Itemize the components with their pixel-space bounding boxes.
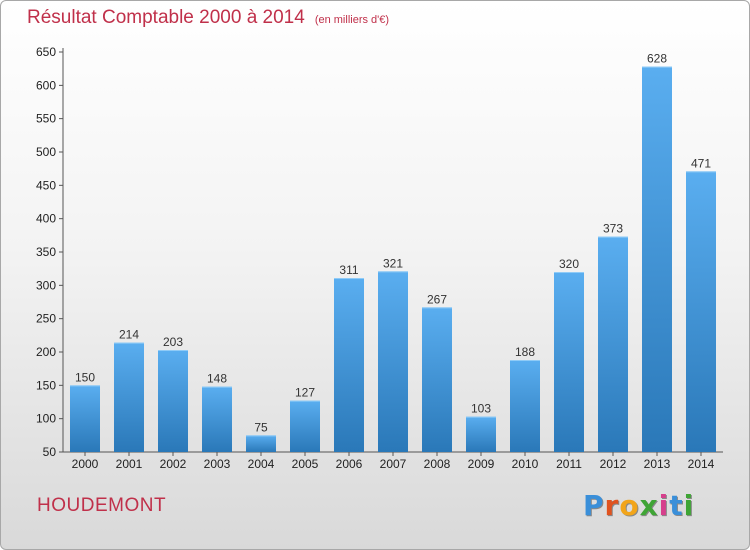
bar — [466, 416, 496, 452]
data-label: 471 — [691, 156, 711, 170]
y-tick-label: 150 — [36, 378, 56, 392]
y-tick-label: 600 — [36, 78, 56, 92]
commune-name: HOUDEMONT — [37, 495, 167, 516]
bar — [510, 360, 540, 452]
x-tick-label: 2007 — [380, 457, 407, 471]
x-tick-label: 2008 — [424, 457, 451, 471]
y-tick-label: 100 — [36, 412, 56, 426]
bar — [202, 386, 232, 452]
bar — [158, 350, 188, 452]
x-tick-label: 2014 — [688, 457, 715, 471]
data-label: 267 — [427, 292, 447, 306]
data-label: 188 — [515, 345, 535, 359]
bar — [70, 385, 100, 452]
data-label: 148 — [207, 372, 227, 386]
logo-letter: r — [604, 489, 620, 522]
x-tick-label: 2013 — [644, 457, 671, 471]
x-tick-label: 2004 — [248, 457, 275, 471]
x-tick-label: 2005 — [292, 457, 319, 471]
bar — [334, 278, 364, 452]
data-label: 127 — [295, 386, 315, 400]
y-tick-label: 350 — [36, 245, 56, 259]
labels: 150 2000 214 2001 203 2002 148 2003 75 2004 127 200… — [72, 52, 715, 471]
bar — [686, 171, 716, 453]
logo-letter: P — [583, 489, 605, 522]
data-label: 75 — [254, 420, 268, 434]
bar — [378, 271, 408, 452]
logo-letter: o — [619, 489, 640, 522]
x-tick-label: 2000 — [72, 457, 99, 471]
proxiti-logo: Proxiti — [583, 489, 694, 522]
bar — [598, 236, 628, 452]
logo-letter: i — [658, 489, 670, 522]
chart-title: Résultat Comptable 2000 à 2014 (en millie… — [27, 7, 389, 29]
data-label: 203 — [163, 335, 183, 349]
bar — [642, 66, 672, 453]
bar — [554, 272, 584, 452]
data-label: 311 — [339, 263, 358, 277]
y-tick-label: 500 — [36, 145, 56, 159]
y-tick-label: 200 — [36, 345, 56, 359]
x-tick-label: 2009 — [468, 457, 495, 471]
bar — [290, 400, 320, 452]
chart-subtitle: (en milliers d'€) — [314, 14, 390, 26]
x-tick-label: 2010 — [512, 457, 539, 471]
bars — [70, 66, 716, 453]
bar — [114, 342, 144, 452]
data-label: 103 — [471, 402, 491, 416]
y-tick-label: 250 — [36, 312, 56, 326]
logo-letter: t — [669, 489, 684, 522]
data-label: 320 — [559, 257, 579, 271]
x-tick-label: 2002 — [160, 457, 187, 471]
y-tick-label: 550 — [36, 112, 56, 126]
y-tick-label: 400 — [36, 212, 56, 226]
x-tick-label: 2001 — [116, 457, 143, 471]
data-label: 150 — [75, 370, 95, 384]
x-tick-label: 2011 — [556, 457, 582, 471]
x-tick-label: 2006 — [336, 457, 363, 471]
logo-letter: x — [639, 489, 659, 522]
y-tick-label: 650 — [36, 45, 56, 59]
y-tick-label: 50 — [43, 445, 57, 459]
data-label: 214 — [119, 328, 139, 342]
y-tick-label: 300 — [36, 278, 56, 292]
bar — [422, 307, 452, 452]
bar — [246, 435, 276, 452]
data-label: 321 — [383, 256, 403, 270]
logo-letter: i — [683, 489, 695, 522]
y-tick-label: 450 — [36, 178, 56, 192]
x-tick-label: 2003 — [204, 457, 231, 471]
data-label: 373 — [603, 222, 623, 236]
chart-title-text: Résultat Comptable 2000 à 2014 — [27, 7, 305, 28]
x-tick-label: 2012 — [600, 457, 627, 471]
data-label: 628 — [647, 52, 667, 66]
